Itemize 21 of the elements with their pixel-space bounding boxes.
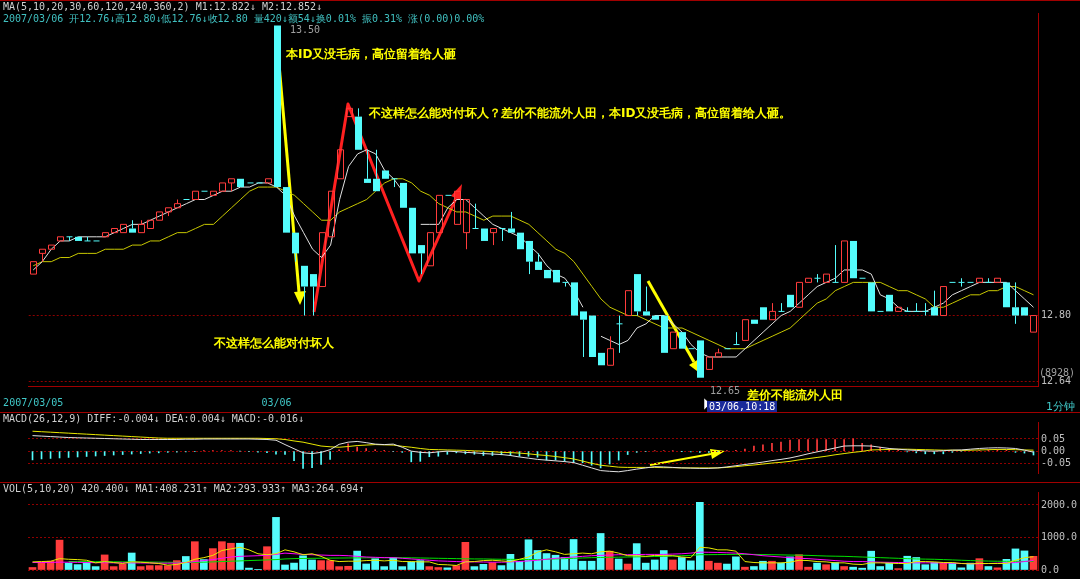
annotation: 本ID又没毛病，高位留着给人砸 — [286, 46, 457, 63]
y-tick-label: 1000.0 — [1041, 531, 1078, 543]
annotation: 13.50 — [290, 24, 321, 35]
y-tick-label: 12.80 — [1041, 309, 1072, 321]
text: 差价不能流外人田 — [747, 387, 843, 402]
chart-subtitle: 2007/03/06 开12.76↓高12.80↓低12.76↓收12.80 量420↓额54↓换0.01% 振0.31% 涨(0.00)0.00% — [3, 12, 485, 25]
y-tick-label: 0.00 — [1041, 444, 1066, 456]
x-tick-label: 03/06 — [261, 396, 292, 408]
chart-title: MA(5,10,20,30,60,120,240,360,2) M1:12.822↓ M2:12.852↓ — [3, 1, 323, 12]
text: 1分钟 — [1046, 399, 1075, 414]
annotation: 不这样怎么能对付坏人 — [214, 335, 334, 352]
annotation: 不这样怎么能对付坏人？差价不能流外人田，本ID又没毛病，高位留着给人砸。 — [369, 105, 792, 122]
text: 03/06,10:18 — [707, 401, 778, 412]
y-tick-label: -0.05 — [1041, 456, 1072, 468]
annotation: 12.65 — [710, 385, 741, 396]
x-tick-label: 2007/03/05 — [3, 396, 64, 408]
chart-title: VOL(5,10,20) 420.400↓ MA1:408.231↑ MA2:293.933↑ MA3:264.694↑ — [3, 483, 365, 494]
y-tick-label: 0.05 — [1041, 432, 1066, 444]
chart-title: MACD(26,12,9) DIFF:-0.004↓ DEA:0.004↓ MACD:-0.016↓ — [3, 413, 305, 424]
y-tick-label: 0.0 — [1041, 563, 1060, 575]
y-tick-label: 2000.0 — [1041, 498, 1078, 510]
